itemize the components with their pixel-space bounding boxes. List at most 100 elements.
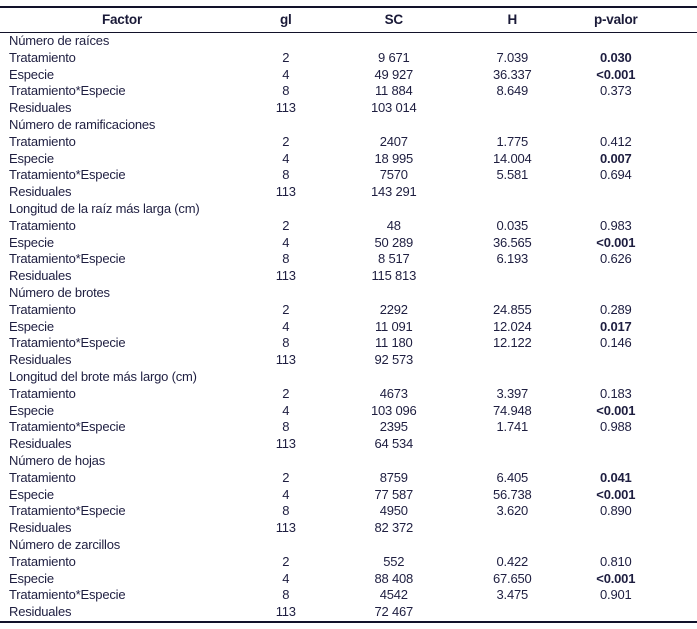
sc-cell: 4950 bbox=[379, 503, 408, 519]
gl-cell: 8 bbox=[282, 167, 290, 183]
gl-cell: 8 bbox=[282, 587, 290, 603]
sc-cell: 88 408 bbox=[374, 570, 414, 586]
h-cell: 67.650 bbox=[492, 570, 532, 586]
p-valor-cell: 0.030 bbox=[600, 49, 632, 65]
gl-cell: 2 bbox=[282, 133, 290, 149]
factor-cell: Tratamiento bbox=[9, 553, 76, 569]
gl-cell: 2 bbox=[282, 217, 290, 233]
section-title: Longitud del brote más largo (cm) bbox=[9, 368, 197, 384]
factor-cell: Especie bbox=[9, 150, 54, 166]
h-cell: 6.193 bbox=[496, 251, 529, 267]
p-valor-cell: 0.007 bbox=[600, 150, 632, 166]
gl-cell: 113 bbox=[275, 436, 296, 452]
gl-cell: 4 bbox=[282, 402, 290, 418]
gl-cell: 8 bbox=[282, 251, 290, 267]
column-header-gl: gl bbox=[243, 7, 328, 33]
sc-cell: 143 291 bbox=[370, 184, 417, 200]
factor-cell: Residuales bbox=[9, 352, 72, 368]
h-cell bbox=[460, 184, 565, 201]
table-row: Tratamiento*Especie 8 2395 1.741 0.988 bbox=[0, 419, 697, 436]
section-title-row: Número de brotes bbox=[0, 285, 697, 302]
p-valor-cell bbox=[565, 184, 697, 201]
p-valor-cell: <0.001 bbox=[596, 486, 636, 502]
sc-cell: 7570 bbox=[379, 167, 408, 183]
h-cell: 24.855 bbox=[492, 301, 532, 317]
table-row: Tratamiento 2 8759 6.405 0.041 bbox=[0, 470, 697, 487]
p-valor-cell: 0.289 bbox=[600, 301, 632, 317]
gl-cell: 8 bbox=[282, 335, 290, 351]
sc-cell: 92 573 bbox=[374, 352, 414, 368]
gl-cell: 2 bbox=[282, 301, 290, 317]
table-row: Tratamiento 2 4673 3.397 0.183 bbox=[0, 386, 697, 403]
table-row: Residuales 113 64 534 bbox=[0, 436, 697, 453]
table-row: Tratamiento*Especie 8 4542 3.475 0.901 bbox=[0, 587, 697, 604]
sc-cell: 72 467 bbox=[374, 604, 414, 620]
factor-cell: Tratamiento bbox=[9, 49, 76, 65]
sc-cell: 9 671 bbox=[378, 49, 410, 65]
table-row: Residuales 113 92 573 bbox=[0, 352, 697, 369]
p-valor-cell bbox=[565, 268, 697, 285]
sc-cell: 50 289 bbox=[374, 234, 414, 250]
h-cell: 7.039 bbox=[496, 49, 529, 65]
table-row: Tratamiento 2 2292 24.855 0.289 bbox=[0, 302, 697, 319]
p-valor-cell: 0.901 bbox=[600, 587, 632, 603]
h-cell: 36.337 bbox=[492, 66, 532, 82]
column-header-h: H bbox=[460, 7, 565, 33]
section-title-row: Número de zarcillos bbox=[0, 537, 697, 554]
gl-cell: 8 bbox=[282, 83, 290, 99]
sc-cell: 2292 bbox=[379, 301, 408, 317]
sc-cell: 103 096 bbox=[370, 402, 417, 418]
factor-cell: Tratamiento bbox=[9, 217, 76, 233]
gl-cell: 113 bbox=[275, 352, 296, 368]
factor-cell: Especie bbox=[9, 402, 54, 418]
table-row: Especie 4 50 289 36.565 <0.001 bbox=[0, 235, 697, 252]
table-row: Especie 4 11 091 12.024 0.017 bbox=[0, 319, 697, 336]
p-valor-cell bbox=[565, 436, 697, 453]
section-title: Longitud de la raíz más larga (cm) bbox=[9, 200, 200, 216]
table-row: Residuales 113 72 467 bbox=[0, 604, 697, 622]
sc-cell: 49 927 bbox=[374, 66, 414, 82]
p-valor-cell: 0.146 bbox=[600, 335, 632, 351]
section-title: Número de brotes bbox=[9, 284, 110, 300]
p-valor-cell: 0.041 bbox=[600, 469, 632, 485]
p-valor-cell: <0.001 bbox=[596, 66, 636, 82]
table-row: Especie 4 18 995 14.004 0.007 bbox=[0, 151, 697, 168]
h-cell: 0.422 bbox=[496, 553, 529, 569]
factor-cell: Especie bbox=[9, 66, 54, 82]
section-title-row: Longitud del brote más largo (cm) bbox=[0, 369, 697, 386]
gl-cell: 113 bbox=[275, 604, 296, 620]
sc-cell: 11 180 bbox=[374, 335, 413, 351]
column-header-p-valor: p-valor bbox=[564, 7, 697, 33]
p-valor-cell: 0.183 bbox=[600, 385, 632, 401]
sc-cell: 8759 bbox=[379, 469, 408, 485]
gl-cell: 2 bbox=[282, 49, 290, 65]
section-title-row: Número de raíces bbox=[0, 33, 697, 50]
factor-cell: Residuales bbox=[9, 604, 72, 620]
h-cell: 12.024 bbox=[492, 318, 532, 334]
p-valor-cell: 0.412 bbox=[600, 133, 632, 149]
h-cell: 1.775 bbox=[496, 133, 529, 149]
factor-cell: Residuales bbox=[9, 520, 72, 536]
factor-cell: Tratamiento*Especie bbox=[9, 503, 126, 519]
factor-cell: Tratamiento*Especie bbox=[9, 83, 126, 99]
table-row: Tratamiento 2 48 0.035 0.983 bbox=[0, 218, 697, 235]
p-valor-cell bbox=[565, 352, 697, 369]
h-cell: 74.948 bbox=[492, 402, 532, 418]
section-title: Número de zarcillos bbox=[9, 536, 121, 552]
gl-cell: 4 bbox=[282, 486, 290, 502]
h-cell: 36.565 bbox=[492, 234, 532, 250]
h-cell: 6.405 bbox=[496, 469, 529, 485]
table-row: Residuales 113 143 291 bbox=[0, 184, 697, 201]
p-valor-cell: 0.810 bbox=[600, 553, 632, 569]
h-cell bbox=[460, 520, 565, 537]
factor-cell: Tratamiento*Especie bbox=[9, 335, 126, 351]
factor-cell: Tratamiento bbox=[9, 133, 76, 149]
p-valor-cell: 0.626 bbox=[600, 251, 632, 267]
h-cell: 3.475 bbox=[496, 587, 529, 603]
h-cell bbox=[460, 100, 565, 117]
table-row: Especie 4 88 408 67.650 <0.001 bbox=[0, 571, 697, 588]
factor-cell: Tratamiento*Especie bbox=[9, 167, 126, 183]
factor-cell: Tratamiento*Especie bbox=[9, 251, 126, 267]
factor-cell: Especie bbox=[9, 318, 54, 334]
